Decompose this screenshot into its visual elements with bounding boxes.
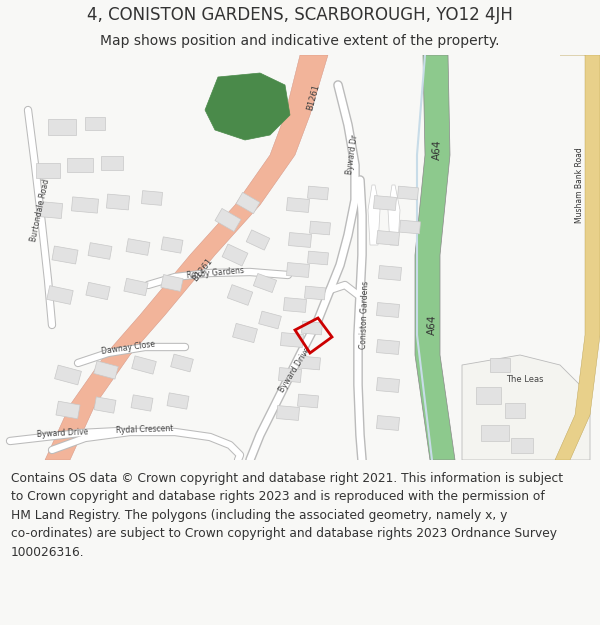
Bar bbox=[302, 321, 322, 335]
Bar bbox=[379, 266, 401, 281]
Text: Burtondale Road: Burtondale Road bbox=[29, 177, 51, 242]
Bar bbox=[246, 230, 270, 250]
Bar bbox=[47, 286, 73, 304]
Bar bbox=[124, 278, 148, 296]
Text: A64: A64 bbox=[431, 139, 442, 161]
Bar bbox=[310, 221, 331, 235]
Bar bbox=[94, 361, 118, 379]
Bar bbox=[131, 356, 157, 374]
Text: Contains OS data © Crown copyright and database right 2021. This information is : Contains OS data © Crown copyright and d… bbox=[11, 471, 563, 559]
Bar bbox=[161, 274, 183, 291]
Bar bbox=[277, 406, 299, 421]
Bar bbox=[278, 368, 302, 382]
Bar bbox=[476, 386, 500, 404]
Bar bbox=[308, 251, 328, 265]
Bar bbox=[398, 186, 418, 200]
Bar bbox=[280, 332, 304, 348]
Bar bbox=[126, 239, 150, 255]
Bar bbox=[215, 209, 241, 231]
Bar bbox=[88, 242, 112, 259]
Polygon shape bbox=[462, 355, 590, 460]
Bar bbox=[305, 286, 325, 300]
Bar bbox=[101, 156, 123, 170]
Text: Dawnay Close: Dawnay Close bbox=[101, 340, 155, 356]
Bar bbox=[505, 402, 525, 418]
Text: Coniston Gardens: Coniston Gardens bbox=[359, 281, 371, 349]
Bar bbox=[71, 197, 98, 213]
Bar bbox=[167, 393, 189, 409]
Text: B1261: B1261 bbox=[305, 82, 321, 111]
Bar bbox=[86, 282, 110, 299]
Bar bbox=[289, 232, 311, 248]
Bar bbox=[161, 237, 183, 253]
Bar bbox=[286, 198, 310, 212]
Bar bbox=[299, 356, 320, 370]
Bar bbox=[490, 358, 510, 372]
Bar bbox=[298, 394, 319, 408]
Text: Roxby Gardens: Roxby Gardens bbox=[186, 266, 244, 280]
Bar bbox=[142, 191, 163, 206]
Bar bbox=[376, 339, 400, 354]
Bar bbox=[36, 162, 60, 177]
Text: Map shows position and indicative extent of the property.: Map shows position and indicative extent… bbox=[100, 34, 500, 48]
Bar bbox=[259, 311, 281, 329]
Polygon shape bbox=[388, 185, 400, 245]
Text: Byward Dr: Byward Dr bbox=[345, 134, 359, 176]
Bar bbox=[131, 395, 153, 411]
Bar bbox=[55, 365, 82, 385]
Bar bbox=[373, 196, 397, 211]
Text: The Leas: The Leas bbox=[506, 376, 544, 384]
Bar bbox=[222, 244, 248, 266]
Polygon shape bbox=[45, 55, 328, 460]
Bar bbox=[56, 401, 80, 419]
Bar bbox=[106, 194, 130, 210]
Bar bbox=[511, 438, 533, 452]
Bar bbox=[170, 354, 193, 372]
Polygon shape bbox=[555, 55, 600, 460]
Bar bbox=[376, 302, 400, 318]
Bar bbox=[236, 192, 260, 214]
Bar bbox=[48, 119, 76, 135]
Bar bbox=[85, 116, 105, 129]
Bar bbox=[227, 284, 253, 306]
Polygon shape bbox=[415, 55, 455, 460]
Bar bbox=[67, 158, 93, 172]
Bar bbox=[233, 323, 257, 342]
Bar bbox=[376, 231, 400, 246]
Bar bbox=[286, 262, 310, 278]
Bar bbox=[400, 220, 421, 234]
Text: Rydal Crescent: Rydal Crescent bbox=[116, 424, 174, 434]
Polygon shape bbox=[368, 185, 380, 245]
Bar bbox=[481, 425, 509, 441]
Bar bbox=[94, 397, 116, 413]
Bar bbox=[37, 201, 62, 219]
Text: A64: A64 bbox=[427, 314, 437, 336]
Bar bbox=[283, 298, 307, 312]
Bar bbox=[308, 186, 328, 200]
Bar bbox=[376, 416, 400, 431]
Text: Byward Drive: Byward Drive bbox=[36, 427, 88, 439]
Text: B1261: B1261 bbox=[190, 257, 214, 283]
Bar bbox=[376, 378, 400, 392]
Bar bbox=[253, 274, 277, 292]
Polygon shape bbox=[205, 73, 290, 140]
Text: Byward Drive: Byward Drive bbox=[278, 346, 313, 394]
Text: Musham Bank Road: Musham Bank Road bbox=[575, 147, 584, 223]
Text: 4, CONISTON GARDENS, SCARBOROUGH, YO12 4JH: 4, CONISTON GARDENS, SCARBOROUGH, YO12 4… bbox=[87, 6, 513, 24]
Bar bbox=[52, 246, 78, 264]
